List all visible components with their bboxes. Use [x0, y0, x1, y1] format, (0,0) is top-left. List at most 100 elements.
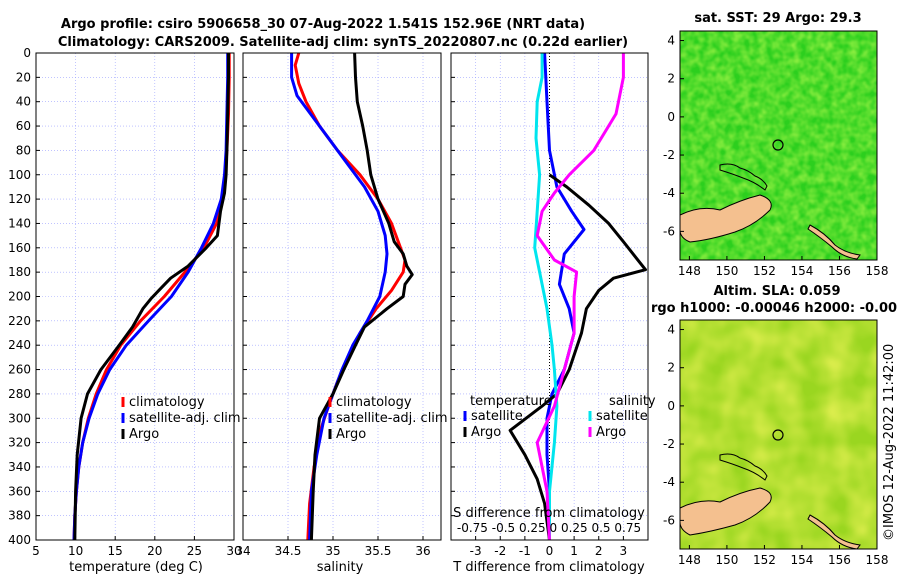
sst-map-xtick-label: 158 — [866, 264, 889, 278]
diff-legend-right-title: salinity — [609, 394, 656, 409]
temp-ytick-label: 260 — [8, 363, 31, 377]
diff-xtick-label: 1 — [570, 544, 578, 558]
temp-ytick-label: 20 — [16, 70, 31, 84]
sla-map-ytick-label: 2 — [667, 361, 675, 375]
temp-xtick-label: 5 — [32, 544, 40, 558]
diff-series-s-satellite — [533, 53, 559, 540]
sla-map-axes: 148 150 152 154 156 158 4 2 0 -2 -4 -6 — [663, 323, 888, 567]
diff-legend-left-title: temperature — [470, 394, 552, 409]
sla-map-xtick-label: 158 — [866, 553, 889, 567]
temp-series-argo — [73, 53, 230, 540]
sla-map-land-new-guinea — [679, 487, 772, 536]
sla-map-xtick-label: 150 — [715, 553, 738, 567]
sst-map-ytick-label: 0 — [667, 110, 675, 124]
diff-series-s-argo — [535, 53, 625, 540]
sla-map — [679, 319, 878, 550]
title-line-2: Climatology: CARS2009. Satellite-adj cli… — [58, 35, 628, 50]
diff-legend-left-label: Argo — [471, 425, 501, 440]
temperature-xlabel: temperature (deg C) — [69, 560, 203, 575]
sal-series-satellite-adj-clim — [290, 53, 389, 540]
sla-map-frame — [679, 319, 878, 550]
temp-ytick-label: 200 — [8, 290, 31, 304]
sla-map-ytick-label: -4 — [663, 475, 675, 489]
temp-xtick-label: 15 — [108, 544, 123, 558]
map2-title-2: rgo h1000: -0.00046 h2000: -0.00 — [651, 301, 897, 316]
temp-ytick-label: 340 — [8, 460, 31, 474]
diff-xtick-label: 0 — [546, 544, 554, 558]
sla-map-xtick-label: 152 — [753, 553, 776, 567]
temp-ytick-label: 320 — [8, 436, 31, 450]
diff-top-axis-label: S difference from climatology — [453, 506, 645, 521]
sal-xtick-label: 36 — [415, 544, 430, 558]
sst-map-ytick-label: 2 — [667, 72, 675, 86]
temp-ytick-label: 120 — [8, 192, 31, 206]
temp-ytick-label: 360 — [8, 484, 31, 498]
temperature-panel: 5 10 15 20 25 3002040608010012014016018020022… — [8, 46, 242, 558]
sst-map-land-solomon — [807, 224, 861, 260]
sal-xtick-label: 34.5 — [275, 544, 302, 558]
sst-map-ytick-label: -4 — [663, 186, 675, 200]
sla-map-ytick-label: 0 — [667, 399, 675, 413]
temp-ytick-label: 380 — [8, 509, 31, 523]
temp-xtick-label: 30 — [226, 544, 241, 558]
diff-frame — [450, 52, 649, 541]
temp-ytick-label: 80 — [16, 143, 31, 157]
sal-legend-label: climatology — [336, 395, 412, 410]
map2-title-1: Altim. SLA: 0.059 — [714, 284, 841, 299]
diff-series-t-satellite — [543, 53, 586, 540]
map1-title: sat. SST: 29 Argo: 29.3 — [694, 11, 861, 26]
diff-legend-right-label: Argo — [596, 425, 626, 440]
sst-map-xtick-label: 152 — [753, 264, 776, 278]
diff-xtick-label: -2 — [494, 544, 506, 558]
temp-ytick-label: 400 — [8, 533, 31, 547]
salinity-panel: 34 34.5 35 35.5 36 climatologysatellite-adj. … — [235, 52, 448, 558]
temp-ytick-label: 0 — [23, 46, 31, 60]
t-difference-xlabel: T difference from climatology — [452, 560, 645, 575]
sst-map-coast-new-britain — [719, 163, 768, 191]
sst-map-land-new-guinea — [679, 194, 772, 243]
title-line-1: Argo profile: csiro 5906658_30 07-Aug-20… — [61, 17, 585, 32]
sla-map-xtick-label: 148 — [678, 553, 701, 567]
sst-map — [679, 30, 878, 261]
salinity-xlabel: salinity — [317, 560, 364, 575]
temp-frame — [35, 52, 235, 541]
sal-xtick-label: 34 — [235, 544, 250, 558]
diff-top-axis-ticks: -0.75 -0.5 0.25 0 0.25 0.5 0.75 — [457, 521, 641, 535]
sst-map-xtick-label: 148 — [678, 264, 701, 278]
sst-map-ytick-label: -2 — [663, 148, 675, 162]
temp-ytick-label: 160 — [8, 241, 31, 255]
sla-map-ytick-label: 4 — [667, 323, 675, 337]
diff-legend-left-label: satellite — [471, 409, 523, 424]
temp-legend-label: climatology — [129, 395, 205, 410]
temp-ytick-label: 180 — [8, 265, 31, 279]
temp-ytick-label: 240 — [8, 338, 31, 352]
temp-xtick-label: 20 — [147, 544, 162, 558]
diff-xtick-label: -1 — [519, 544, 531, 558]
temp-xtick-label: 25 — [187, 544, 202, 558]
sst-map-axes: 148 150 152 154 156 158 4 2 0 -2 -4 -6 — [663, 34, 888, 278]
sst-map-ytick-label: 4 — [667, 34, 675, 48]
sst-map-xtick-label: 154 — [790, 264, 813, 278]
diff-xtick-label: -3 — [470, 544, 482, 558]
temp-legend-label: satellite-adj. clim — [129, 411, 241, 426]
credit-text: ©IMOS 12-Aug-2022 11:42:00 — [882, 344, 897, 541]
sla-map-coast-new-britain — [719, 453, 768, 481]
temp-legend-label: Argo — [129, 427, 159, 442]
sal-legend-label: Argo — [336, 427, 366, 442]
temp-ytick-label: 220 — [8, 314, 31, 328]
temp-ytick-label: 280 — [8, 387, 31, 401]
sst-map-xtick-label: 156 — [828, 264, 851, 278]
temp-ytick-label: 300 — [8, 411, 31, 425]
temp-ytick-label: 40 — [16, 95, 31, 109]
sal-frame — [242, 52, 442, 541]
diff-xtick-label: 3 — [620, 544, 628, 558]
sst-map-xtick-label: 150 — [715, 264, 738, 278]
sla-map-xtick-label: 156 — [828, 553, 851, 567]
sst-map-argo-location — [772, 139, 784, 151]
sla-map-xtick-label: 154 — [790, 553, 813, 567]
sla-map-argo-location — [772, 429, 784, 441]
sla-map-ytick-label: -6 — [663, 513, 675, 527]
sst-map-frame — [679, 30, 878, 261]
